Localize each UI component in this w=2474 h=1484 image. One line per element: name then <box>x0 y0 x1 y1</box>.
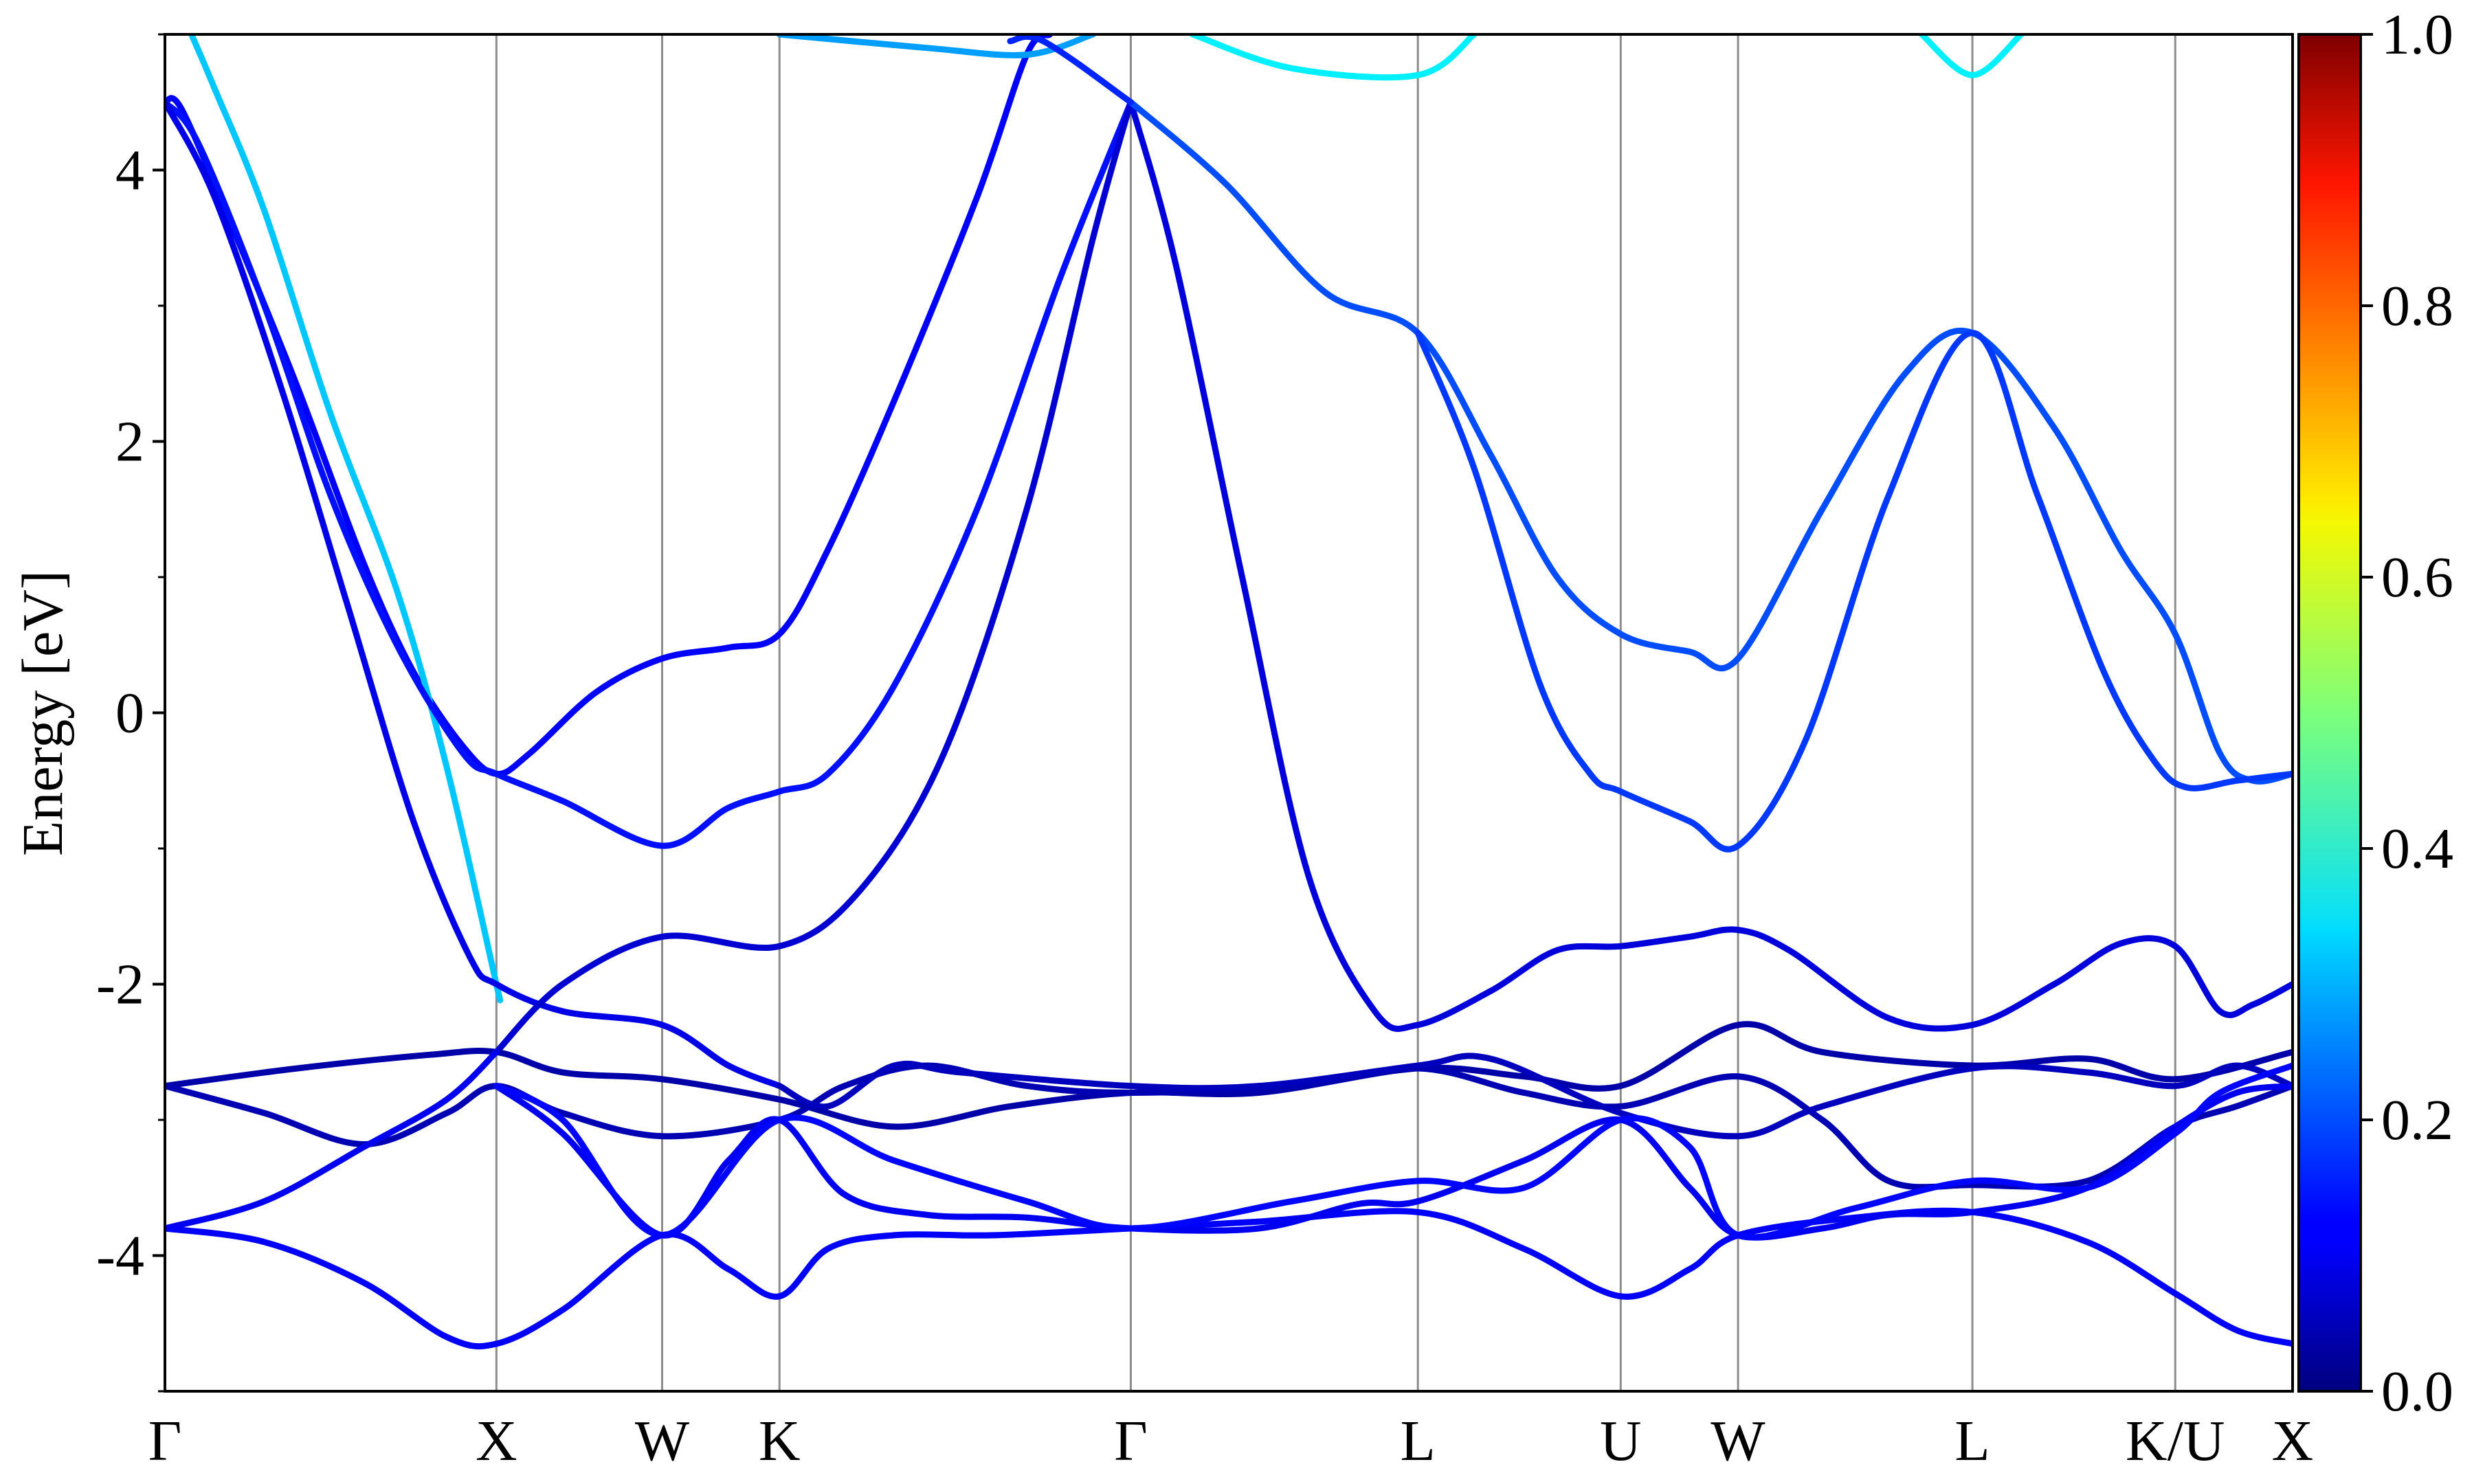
y-tick-label: 0 <box>115 682 144 745</box>
x-tick-label: Γ <box>1114 1409 1148 1473</box>
x-axis: Γ X W K Γ L U W L K/U X <box>148 1409 2314 1473</box>
y-axis-title: Energy [eV] <box>11 570 75 856</box>
colorbar-tick-label: 0.0 <box>2381 1360 2453 1424</box>
band-line-16 <box>1189 34 1478 81</box>
x-tick-label: L <box>1954 1409 1990 1473</box>
colorbar-gradient <box>2297 33 2362 1393</box>
x-tick-label: W <box>635 1409 690 1473</box>
band-line-8 <box>165 1021 2293 1130</box>
band-line-4 <box>493 99 1134 1055</box>
x-tick-label: L <box>1401 1409 1436 1473</box>
y-tick-label: 4 <box>115 139 144 203</box>
x-tick-label: U <box>1600 1409 1642 1473</box>
band-line-1 <box>188 34 504 1004</box>
band-line-3 <box>165 99 783 1090</box>
y-tick-label: -2 <box>96 953 144 1017</box>
colorbar-tick-label: 0.8 <box>2381 274 2453 338</box>
band-line-9 <box>165 1062 2293 1191</box>
band-line-2 <box>165 99 1134 849</box>
band-line-7 <box>1414 330 2293 853</box>
band-lines <box>165 34 2293 1350</box>
band-line-10 <box>776 1053 2293 1140</box>
y-tick-label: 2 <box>115 410 144 474</box>
band-line-18 <box>1007 34 1134 106</box>
colorbar-ticks: 0.0 0.2 0.4 0.6 0.8 1.0 <box>2361 3 2453 1424</box>
band-line-17 <box>1918 34 2025 78</box>
band-line-15 <box>776 34 1096 58</box>
colorbar: 0.0 0.2 0.4 0.6 0.8 1.0 <box>2297 3 2453 1424</box>
colorbar-tick-label: 1.0 <box>2381 3 2453 67</box>
band-line-14 <box>493 1062 2293 1241</box>
band-line-11 <box>165 1048 500 1232</box>
colorbar-tick-label: 0.2 <box>2381 1088 2453 1152</box>
band-line-5 <box>1128 99 2293 1032</box>
x-tick-label: K <box>759 1409 801 1473</box>
colorbar-tick-label: 0.4 <box>2381 817 2453 881</box>
x-tick-label: X <box>2272 1409 2314 1473</box>
band-line-6 <box>1128 99 2293 785</box>
x-tick-label: W <box>1710 1409 1765 1473</box>
colorbar-tick-label: 0.6 <box>2381 546 2453 609</box>
x-tick-label: X <box>476 1409 517 1473</box>
y-axis: -4 -2 0 2 4 <box>96 33 165 1393</box>
x-tick-label: K/U <box>2126 1409 2225 1473</box>
x-tick-label: Γ <box>148 1409 182 1473</box>
band-line-13 <box>493 1083 2293 1241</box>
y-tick-label: -4 <box>96 1224 144 1288</box>
band-line-0 <box>165 34 1054 777</box>
